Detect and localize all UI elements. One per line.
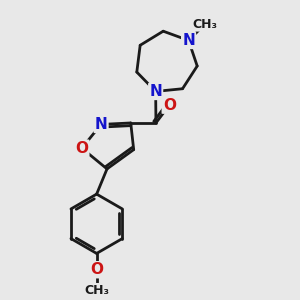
Text: N: N (95, 117, 107, 132)
Text: N: N (149, 84, 162, 99)
Text: O: O (163, 98, 176, 113)
Text: O: O (90, 262, 103, 277)
Text: CH₃: CH₃ (84, 284, 109, 297)
Text: O: O (75, 141, 88, 156)
Text: N: N (182, 33, 195, 48)
Text: CH₃: CH₃ (192, 18, 218, 31)
